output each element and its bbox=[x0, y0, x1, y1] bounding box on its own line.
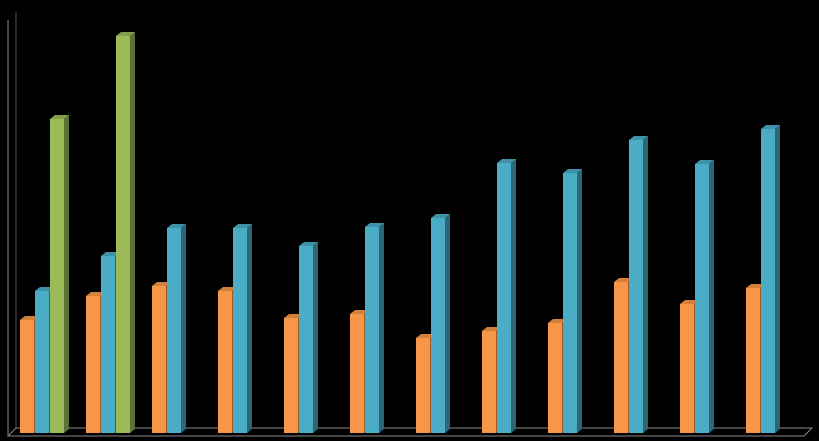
bar-top bbox=[299, 242, 318, 246]
bar bbox=[50, 119, 64, 433]
bar bbox=[86, 296, 100, 433]
bar-top bbox=[746, 284, 765, 288]
bar-top bbox=[416, 334, 435, 338]
bar-top bbox=[101, 252, 120, 256]
bar-top bbox=[35, 287, 54, 291]
bar bbox=[20, 320, 34, 433]
bar-side bbox=[709, 160, 714, 433]
bar-side bbox=[643, 136, 648, 433]
bar-side bbox=[775, 125, 780, 433]
bar bbox=[680, 304, 694, 433]
bar bbox=[431, 218, 445, 433]
bar bbox=[152, 286, 166, 433]
bar bbox=[563, 173, 577, 433]
bar bbox=[233, 228, 247, 433]
bar bbox=[116, 36, 130, 433]
bar-top bbox=[218, 287, 237, 291]
bar bbox=[497, 163, 511, 433]
bar-top bbox=[20, 316, 39, 320]
bar bbox=[614, 282, 628, 433]
bar-side bbox=[511, 159, 516, 433]
bar bbox=[365, 227, 379, 433]
bar-top bbox=[563, 169, 582, 173]
bar-top bbox=[116, 32, 135, 36]
bar bbox=[746, 288, 760, 433]
bar bbox=[299, 246, 313, 433]
bar-side bbox=[181, 224, 186, 433]
bar-top bbox=[761, 125, 780, 129]
bar-side bbox=[577, 169, 582, 433]
bar bbox=[761, 129, 775, 433]
floor bbox=[6, 427, 814, 437]
bar-top bbox=[695, 160, 714, 164]
bar-side bbox=[445, 214, 450, 433]
bar-side bbox=[130, 32, 135, 433]
bar bbox=[167, 228, 181, 433]
bar-top bbox=[152, 282, 171, 286]
bar-top bbox=[614, 278, 633, 282]
bar bbox=[482, 331, 496, 433]
bar-top bbox=[431, 214, 450, 218]
bar bbox=[218, 291, 232, 433]
bar bbox=[695, 164, 709, 433]
bar bbox=[548, 323, 562, 433]
bar-side bbox=[247, 224, 252, 433]
bar-top bbox=[497, 159, 516, 163]
bar bbox=[629, 140, 643, 433]
bar-top bbox=[548, 319, 567, 323]
bar-side bbox=[64, 115, 69, 433]
bar bbox=[35, 291, 49, 433]
bar bbox=[284, 318, 298, 433]
bar-side bbox=[379, 223, 384, 433]
bar-top bbox=[350, 310, 369, 314]
bar-top bbox=[86, 292, 105, 296]
bar-top bbox=[482, 327, 501, 331]
bar-top bbox=[233, 224, 252, 228]
bar-top bbox=[284, 314, 303, 318]
bar-side bbox=[313, 242, 318, 433]
bar bbox=[416, 338, 430, 433]
bar-top bbox=[365, 223, 384, 227]
bar bbox=[350, 314, 364, 433]
bar-top bbox=[50, 115, 69, 119]
bar bbox=[101, 256, 115, 433]
bar-top bbox=[680, 300, 699, 304]
bar-top bbox=[629, 136, 648, 140]
bar-top bbox=[167, 224, 186, 228]
